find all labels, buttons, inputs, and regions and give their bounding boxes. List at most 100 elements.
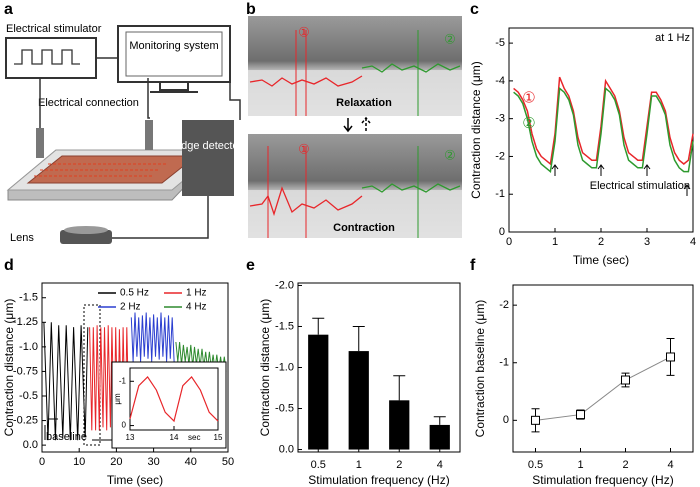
x-tick-label: 1 xyxy=(356,459,362,471)
error-bar xyxy=(433,416,446,425)
y-tick-label: -2.0 xyxy=(275,279,294,291)
y-tick-label: -0.25 xyxy=(13,414,38,426)
annotation: at 1 Hz xyxy=(655,32,690,44)
profile-trace xyxy=(361,63,461,73)
x-tick-label: 1 xyxy=(552,236,558,248)
wires xyxy=(39,78,150,130)
connection-label: Electrical connection xyxy=(38,97,139,109)
marker-label: ① xyxy=(298,24,310,39)
y-tick-label: -1.5 xyxy=(19,292,38,304)
x-tick-label: 13 xyxy=(126,433,135,442)
schematic: Electrical stimulator Monitoring system … xyxy=(5,23,243,244)
marker xyxy=(531,415,540,425)
legend-entry: 2 Hz xyxy=(120,302,141,313)
x-tick-label: 20 xyxy=(110,456,122,468)
monitor-stand xyxy=(150,82,198,93)
y-tick-label: 0.0 xyxy=(23,439,38,451)
x-axis-label: Stimulation frequency (Hz) xyxy=(308,473,449,487)
bar xyxy=(429,424,450,450)
x-tick-label: 2 xyxy=(396,459,402,471)
y-tick-label: -1 xyxy=(495,188,505,200)
panel-label: e xyxy=(246,257,255,274)
error-bar xyxy=(393,375,406,401)
profile-trace xyxy=(249,75,363,87)
x-axis-label: sec xyxy=(188,433,200,442)
cables xyxy=(112,82,241,239)
annotation: Electrical stimulation xyxy=(590,180,690,192)
x-tick-label: 0 xyxy=(39,456,45,468)
annotation: baseline xyxy=(46,431,87,443)
y-tick-label: -0.5 xyxy=(275,402,294,414)
bar xyxy=(308,334,329,450)
y-axis-label: Contraction distance (μm) xyxy=(258,299,272,437)
error-bar xyxy=(352,325,365,352)
x-tick-label: 2 xyxy=(622,459,628,471)
series-line xyxy=(129,375,219,423)
y-tick-label: -0.75 xyxy=(13,365,38,377)
profile-trace xyxy=(249,186,363,217)
x-axis-label: Stimulation frequency (Hz) xyxy=(532,473,673,487)
y-axis-label: Contraction distance (μm) xyxy=(2,299,16,437)
marker-label: ② xyxy=(444,31,456,46)
x-tick-label: 15 xyxy=(214,433,223,442)
x-tick-label: 50 xyxy=(222,456,234,468)
x-tick-label: 0 xyxy=(506,236,512,248)
y-axis-label: μm xyxy=(113,393,122,405)
chart: -2.0 -1.5 -1.0 -0.5 0.0 0.5 1 2 4 Stimulation fre… xyxy=(258,279,461,487)
chart: -1.5-1.25-1.0-0.75-0.5-0.250.00 10 20 30 40 5… xyxy=(2,282,234,487)
y-tick-label: 0 xyxy=(122,421,127,430)
series-line xyxy=(535,356,671,421)
x-tick-label: 14 xyxy=(170,433,179,442)
x-tick-label: 10 xyxy=(73,456,85,468)
y-axis-label: Contraction distance (μm) xyxy=(469,61,483,199)
panel-label: d xyxy=(4,257,14,274)
inset-background xyxy=(111,361,227,449)
marker xyxy=(666,352,675,362)
profile-trace xyxy=(361,183,461,193)
state-label: Relaxation xyxy=(336,97,392,109)
series-line xyxy=(43,322,89,441)
y-tick-label: -4 xyxy=(495,75,505,87)
marker xyxy=(621,375,630,385)
plot-frame xyxy=(512,284,694,453)
marker xyxy=(576,410,585,420)
x-tick-label: 40 xyxy=(185,456,197,468)
series-line xyxy=(513,86,694,174)
micrographs: ① ② Relaxation ① ② Contraction xyxy=(248,16,462,238)
stimulus-arrows xyxy=(551,164,691,196)
series-line xyxy=(130,312,175,362)
profile-area xyxy=(248,70,462,116)
bar xyxy=(389,400,410,450)
y-tick-label: 0.0 xyxy=(279,443,294,455)
marker-label: ① xyxy=(298,141,310,156)
lens xyxy=(60,230,112,244)
marker-label: ② xyxy=(444,147,456,162)
detector-label: Edge detector xyxy=(174,140,243,152)
bar xyxy=(348,351,369,450)
legend-entry: ① xyxy=(522,89,535,106)
panel-label: f xyxy=(470,257,476,274)
chart: -1 0 13 14 15 sec μm xyxy=(111,361,227,449)
detector-box xyxy=(182,120,234,196)
electrode xyxy=(36,128,44,158)
y-tick-label: -1.0 xyxy=(19,341,38,353)
arrow xyxy=(343,118,353,133)
y-tick-label: -1.0 xyxy=(275,361,294,373)
series-line xyxy=(513,76,694,166)
x-tick-label: 3 xyxy=(644,236,650,248)
y-tick-label: 0 xyxy=(503,414,509,426)
legend-entry: ② xyxy=(522,115,535,132)
state-label: Contraction xyxy=(333,222,395,234)
x-tick-label: 30 xyxy=(147,456,159,468)
y-tick-label: -2 xyxy=(495,150,505,162)
x-axis-label: Time (sec) xyxy=(573,253,629,267)
monitor-screen xyxy=(125,31,223,77)
legend-entry: 4 Hz xyxy=(186,302,207,313)
y-tick-label: -1.25 xyxy=(13,316,38,328)
y-axis-label: Contraction baseline (μm) xyxy=(473,300,487,438)
y-tick-label: -5 xyxy=(495,37,505,49)
pulse-icon xyxy=(14,49,80,65)
legend-entry: 1 Hz xyxy=(186,288,207,299)
x-tick-label: 4 xyxy=(690,236,696,248)
